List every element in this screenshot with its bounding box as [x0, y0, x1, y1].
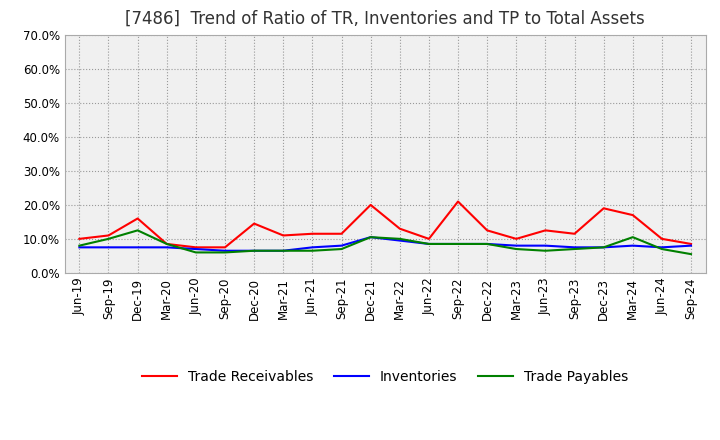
Inventories [250, 248, 258, 253]
Trade Receivables [279, 233, 287, 238]
Inventories [220, 248, 229, 253]
Inventories [570, 245, 579, 250]
Inventories [483, 241, 492, 246]
Trade Receivables [395, 226, 404, 231]
Trade Payables [570, 246, 579, 252]
Trade Payables [366, 235, 375, 240]
Inventories [104, 245, 113, 250]
Inventories [163, 245, 171, 250]
Inventories [687, 243, 696, 248]
Trade Payables [279, 248, 287, 253]
Trade Payables [163, 241, 171, 246]
Inventories [425, 241, 433, 246]
Trade Receivables [337, 231, 346, 236]
Trade Receivables [541, 228, 550, 233]
Trade Payables [192, 250, 200, 255]
Inventories [541, 243, 550, 248]
Trade Payables [483, 241, 492, 246]
Line: Trade Receivables: Trade Receivables [79, 202, 691, 247]
Trade Payables [337, 246, 346, 252]
Inventories [337, 243, 346, 248]
Trade Payables [454, 241, 462, 246]
Inventories [599, 245, 608, 250]
Inventories [512, 243, 521, 248]
Trade Receivables [163, 241, 171, 246]
Trade Receivables [512, 236, 521, 242]
Trade Payables [657, 246, 666, 252]
Trade Payables [629, 235, 637, 240]
Trade Payables [395, 236, 404, 242]
Trade Receivables [104, 233, 113, 238]
Trade Receivables [133, 216, 142, 221]
Inventories [192, 246, 200, 252]
Trade Receivables [599, 205, 608, 211]
Trade Receivables [629, 213, 637, 218]
Trade Payables [599, 245, 608, 250]
Trade Payables [687, 252, 696, 257]
Inventories [308, 245, 317, 250]
Inventories [395, 238, 404, 243]
Inventories [133, 245, 142, 250]
Trade Receivables [425, 236, 433, 242]
Trade Receivables [192, 245, 200, 250]
Inventories [657, 245, 666, 250]
Trade Receivables [483, 228, 492, 233]
Trade Payables [250, 248, 258, 253]
Inventories [279, 248, 287, 253]
Trade Receivables [250, 221, 258, 226]
Trade Receivables [366, 202, 375, 208]
Legend: Trade Receivables, Inventories, Trade Payables: Trade Receivables, Inventories, Trade Pa… [137, 364, 634, 389]
Inventories [454, 241, 462, 246]
Inventories [366, 235, 375, 240]
Inventories [75, 245, 84, 250]
Trade Receivables [570, 231, 579, 236]
Trade Receivables [75, 236, 84, 242]
Line: Trade Payables: Trade Payables [79, 231, 691, 254]
Trade Payables [220, 250, 229, 255]
Trade Payables [541, 248, 550, 253]
Trade Receivables [220, 245, 229, 250]
Trade Payables [75, 243, 84, 248]
Trade Payables [133, 228, 142, 233]
Trade Receivables [308, 231, 317, 236]
Trade Payables [512, 246, 521, 252]
Trade Receivables [687, 241, 696, 246]
Trade Receivables [657, 236, 666, 242]
Trade Payables [308, 248, 317, 253]
Trade Payables [425, 241, 433, 246]
Inventories [629, 243, 637, 248]
Trade Receivables [454, 199, 462, 204]
Line: Inventories: Inventories [79, 237, 691, 251]
Title: [7486]  Trend of Ratio of TR, Inventories and TP to Total Assets: [7486] Trend of Ratio of TR, Inventories… [125, 10, 645, 28]
Trade Payables [104, 236, 113, 242]
